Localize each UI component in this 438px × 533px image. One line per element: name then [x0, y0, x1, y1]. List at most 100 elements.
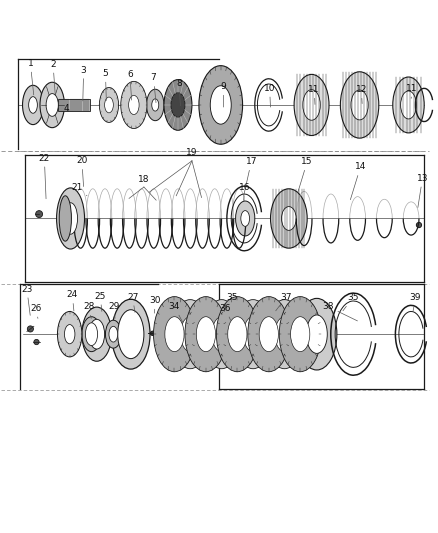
Ellipse shape	[112, 299, 150, 369]
Text: 10: 10	[264, 84, 276, 107]
Text: 27: 27	[127, 293, 138, 312]
Ellipse shape	[153, 297, 195, 372]
Text: 6: 6	[127, 70, 133, 100]
Ellipse shape	[294, 75, 329, 135]
Ellipse shape	[306, 315, 327, 353]
Ellipse shape	[417, 222, 422, 228]
Ellipse shape	[290, 317, 310, 352]
Ellipse shape	[196, 317, 215, 352]
Text: 21: 21	[71, 182, 87, 196]
Text: 9: 9	[220, 82, 226, 107]
Text: 11: 11	[308, 85, 320, 104]
Ellipse shape	[297, 298, 337, 370]
Text: 18: 18	[138, 174, 150, 183]
Ellipse shape	[109, 326, 118, 342]
Text: 35: 35	[343, 294, 358, 311]
Text: 35: 35	[224, 294, 238, 312]
Text: 29: 29	[109, 302, 120, 318]
Text: 7: 7	[151, 74, 156, 103]
Text: 12: 12	[356, 85, 367, 103]
Ellipse shape	[234, 300, 272, 369]
Ellipse shape	[28, 96, 37, 113]
Text: 26: 26	[30, 304, 41, 318]
Ellipse shape	[164, 79, 192, 130]
Ellipse shape	[129, 95, 139, 115]
Ellipse shape	[147, 89, 164, 120]
Ellipse shape	[279, 297, 321, 372]
Text: 22: 22	[39, 154, 50, 199]
Ellipse shape	[64, 203, 78, 234]
Text: 24: 24	[67, 290, 78, 311]
Ellipse shape	[271, 189, 307, 248]
Ellipse shape	[210, 86, 231, 124]
Ellipse shape	[40, 82, 64, 128]
Text: 28: 28	[83, 302, 95, 318]
Text: 1: 1	[28, 59, 34, 95]
Ellipse shape	[180, 317, 200, 352]
Ellipse shape	[282, 207, 296, 230]
Ellipse shape	[99, 87, 119, 123]
Ellipse shape	[241, 211, 250, 227]
Text: 25: 25	[95, 292, 106, 311]
Text: 38: 38	[322, 302, 357, 321]
Ellipse shape	[165, 317, 184, 352]
Ellipse shape	[216, 297, 258, 372]
Text: 11: 11	[406, 84, 418, 98]
Ellipse shape	[46, 94, 58, 116]
Text: 37: 37	[276, 293, 292, 311]
Ellipse shape	[22, 85, 43, 125]
Ellipse shape	[57, 188, 85, 249]
Ellipse shape	[259, 317, 279, 352]
Text: 19: 19	[186, 148, 198, 157]
Ellipse shape	[82, 307, 112, 361]
Text: 36: 36	[219, 304, 231, 320]
Ellipse shape	[171, 300, 209, 369]
Ellipse shape	[340, 72, 379, 138]
Ellipse shape	[64, 325, 75, 344]
Text: 14: 14	[350, 163, 366, 200]
Ellipse shape	[236, 201, 255, 236]
Text: 15: 15	[298, 157, 313, 192]
Text: 4: 4	[64, 104, 69, 113]
Ellipse shape	[118, 310, 144, 359]
Ellipse shape	[59, 196, 71, 241]
Ellipse shape	[401, 91, 417, 119]
Ellipse shape	[244, 317, 263, 352]
Text: 34: 34	[169, 302, 183, 322]
Ellipse shape	[228, 317, 247, 352]
Bar	[58, 99, 90, 111]
Text: 23: 23	[21, 285, 32, 316]
Ellipse shape	[199, 66, 243, 144]
Ellipse shape	[85, 323, 98, 345]
Text: 13: 13	[417, 174, 428, 207]
Ellipse shape	[82, 317, 101, 352]
Ellipse shape	[34, 340, 39, 345]
Text: 5: 5	[102, 69, 108, 101]
Text: 2: 2	[50, 60, 56, 94]
Ellipse shape	[89, 319, 105, 349]
Ellipse shape	[275, 317, 294, 352]
Text: 20: 20	[76, 156, 88, 187]
Ellipse shape	[171, 93, 185, 117]
Ellipse shape	[121, 82, 147, 128]
Ellipse shape	[105, 97, 113, 113]
Ellipse shape	[106, 320, 121, 348]
Ellipse shape	[27, 326, 33, 332]
Text: 17: 17	[244, 157, 257, 195]
Ellipse shape	[202, 300, 241, 369]
Text: 16: 16	[240, 182, 251, 200]
Ellipse shape	[212, 317, 231, 352]
Text: 30: 30	[149, 296, 161, 313]
Ellipse shape	[185, 297, 227, 372]
Ellipse shape	[303, 90, 320, 120]
Ellipse shape	[150, 331, 155, 335]
Ellipse shape	[393, 77, 424, 133]
Text: 39: 39	[410, 294, 421, 311]
Ellipse shape	[35, 211, 42, 217]
Ellipse shape	[351, 90, 368, 120]
Ellipse shape	[265, 300, 304, 369]
Ellipse shape	[248, 297, 290, 372]
Text: 8: 8	[176, 79, 182, 106]
Ellipse shape	[152, 99, 159, 111]
Ellipse shape	[57, 311, 82, 357]
